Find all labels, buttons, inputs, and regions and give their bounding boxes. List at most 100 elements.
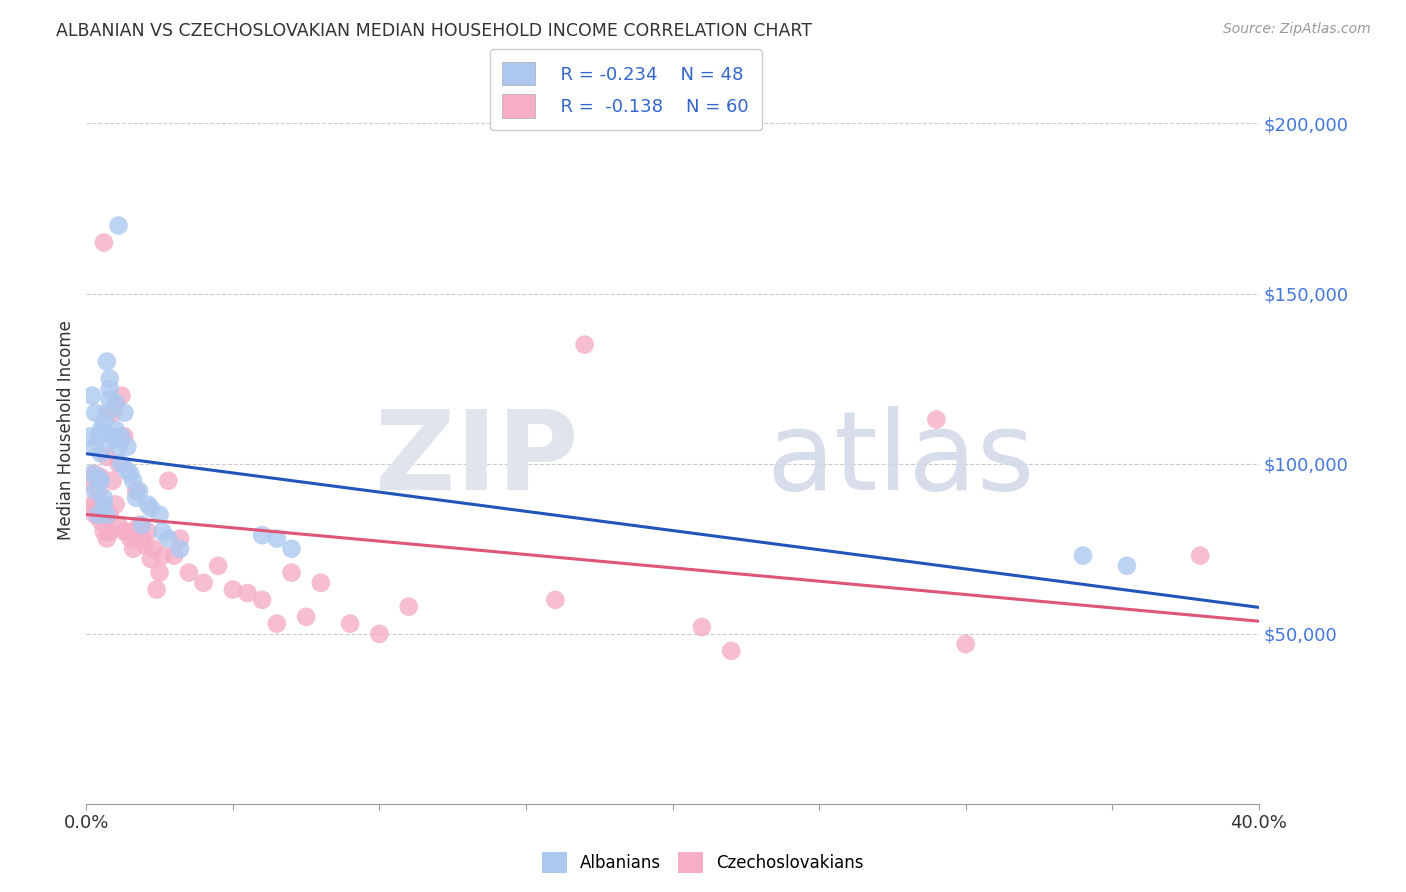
Point	[110, 457, 132, 471]
Point	[266, 532, 288, 546]
Legend:   R = -0.234    N = 48,   R =  -0.138    N = 60: R = -0.234 N = 48, R = -0.138 N = 60	[489, 49, 762, 130]
Text: atlas: atlas	[766, 406, 1035, 513]
Point	[177, 566, 200, 580]
Point	[128, 483, 150, 498]
Point	[96, 532, 118, 546]
Point	[145, 582, 167, 597]
Point	[152, 549, 174, 563]
Point	[122, 474, 145, 488]
Point	[280, 541, 302, 556]
Point	[98, 524, 121, 539]
Point	[574, 337, 596, 351]
Point	[87, 470, 110, 484]
Text: ALBANIAN VS CZECHOSLOVAKIAN MEDIAN HOUSEHOLD INCOME CORRELATION CHART: ALBANIAN VS CZECHOSLOVAKIAN MEDIAN HOUSE…	[56, 22, 813, 40]
Point	[98, 508, 121, 522]
Point	[96, 354, 118, 368]
Point	[87, 483, 110, 498]
Point	[339, 616, 361, 631]
Point	[101, 429, 124, 443]
Point	[295, 610, 318, 624]
Point	[77, 429, 100, 443]
Point	[122, 541, 145, 556]
Point	[117, 463, 139, 477]
Point	[77, 474, 100, 488]
Point	[1189, 549, 1212, 563]
Point	[266, 616, 288, 631]
Point	[90, 470, 112, 484]
Point	[193, 575, 215, 590]
Point	[690, 620, 713, 634]
Point	[544, 592, 567, 607]
Point	[101, 433, 124, 447]
Point	[142, 541, 165, 556]
Point	[207, 558, 229, 573]
Point	[96, 450, 118, 464]
Point	[1116, 558, 1139, 573]
Point	[309, 575, 332, 590]
Point	[84, 467, 107, 481]
Point	[125, 491, 148, 505]
Point	[93, 524, 115, 539]
Point	[125, 483, 148, 498]
Point	[107, 457, 129, 471]
Point	[398, 599, 420, 614]
Point	[90, 474, 112, 488]
Point	[148, 508, 170, 522]
Point	[152, 524, 174, 539]
Point	[104, 395, 127, 409]
Point	[112, 524, 135, 539]
Point	[107, 440, 129, 454]
Point	[157, 474, 180, 488]
Point	[131, 532, 153, 546]
Point	[93, 498, 115, 512]
Point	[157, 532, 180, 546]
Point	[96, 406, 118, 420]
Point	[134, 538, 156, 552]
Point	[280, 566, 302, 580]
Point	[104, 395, 127, 409]
Point	[131, 518, 153, 533]
Point	[104, 498, 127, 512]
Point	[107, 219, 129, 233]
Point	[236, 586, 259, 600]
Point	[136, 498, 159, 512]
Y-axis label: Median Household Income: Median Household Income	[58, 319, 75, 540]
Point	[720, 644, 742, 658]
Point	[148, 566, 170, 580]
Point	[120, 532, 142, 546]
Point	[925, 412, 948, 426]
Point	[139, 552, 162, 566]
Point	[98, 392, 121, 406]
Point	[136, 524, 159, 539]
Point	[104, 423, 127, 437]
Point	[82, 498, 104, 512]
Point	[117, 524, 139, 539]
Point	[112, 429, 135, 443]
Point	[117, 440, 139, 454]
Point	[93, 235, 115, 250]
Point	[368, 627, 391, 641]
Point	[96, 508, 118, 522]
Text: ZIP: ZIP	[375, 406, 579, 513]
Point	[87, 508, 110, 522]
Point	[84, 498, 107, 512]
Point	[82, 389, 104, 403]
Point	[169, 541, 191, 556]
Point	[110, 389, 132, 403]
Point	[110, 429, 132, 443]
Point	[169, 532, 191, 546]
Point	[1071, 549, 1094, 563]
Point	[84, 508, 107, 522]
Legend: Albanians, Czechoslovakians: Albanians, Czechoslovakians	[536, 846, 870, 880]
Point	[98, 382, 121, 396]
Point	[84, 440, 107, 454]
Point	[98, 371, 121, 385]
Point	[112, 406, 135, 420]
Point	[107, 518, 129, 533]
Point	[93, 416, 115, 430]
Point	[101, 406, 124, 420]
Point	[93, 491, 115, 505]
Point	[101, 474, 124, 488]
Point	[84, 406, 107, 420]
Point	[87, 429, 110, 443]
